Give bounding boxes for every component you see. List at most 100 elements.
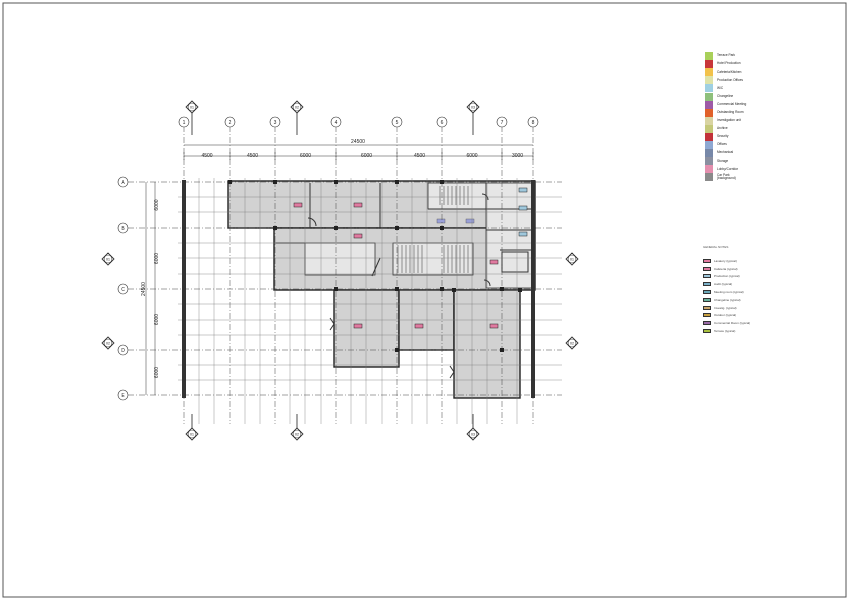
overall-dimension: 24500 [351, 139, 365, 145]
legend-item: Mechanical [705, 149, 825, 158]
row-label: E [121, 393, 125, 399]
span-dimension: 4500 [414, 153, 425, 159]
column-bubble: 1 [178, 116, 190, 128]
row-bubble: E [117, 389, 129, 401]
room-tag [518, 205, 528, 211]
legend-swatch [705, 132, 713, 141]
note-item: Meeting room (typical) [703, 288, 833, 296]
row-dimension: 6000 [154, 253, 160, 264]
section-marker: 01 [101, 252, 115, 266]
room-tags [293, 187, 528, 329]
legend-item: Lobby/Corridor [705, 165, 825, 174]
legend-label: Changeline [717, 93, 734, 98]
section-marker: 02 [290, 427, 304, 441]
section-marker: 01 [185, 100, 199, 114]
section-label: 02 [106, 342, 110, 346]
legend-label: W/C [717, 85, 724, 90]
column-label: 7 [501, 120, 504, 126]
legend-item: Changeline [705, 92, 825, 101]
row-bubble: B [117, 222, 129, 234]
note-chip [703, 282, 711, 287]
legend-swatch [705, 100, 713, 109]
note-item: Cafeteria (typical) [703, 265, 833, 273]
section-marker: 03 [466, 427, 480, 441]
floor-plan: 24500 4500 4500 6000 6000 4500 6000 3000 60006… [101, 100, 579, 441]
section-markers: 01 02 03 01 02 03 01 01 02 02 [101, 100, 579, 441]
column-label: 3 [274, 120, 277, 126]
legend-swatch [705, 173, 713, 182]
note-item: Commercial Room (typical) [703, 319, 833, 327]
column-label: 5 [396, 120, 399, 126]
column-label: 4 [335, 120, 338, 126]
legend-label: Production Offices [717, 77, 743, 82]
legend-label: Mechanical [717, 150, 734, 155]
legend-item: Storage [705, 157, 825, 166]
core-windows [436, 218, 475, 224]
row-dimension: 6000 [154, 314, 160, 325]
legend-swatch [705, 76, 713, 85]
note-label: Commercial Room (typical) [714, 321, 751, 326]
section-label: 01 [570, 258, 574, 262]
row-dimension: 6000 [154, 199, 160, 210]
note-chip [703, 321, 711, 326]
span-dimension: 4500 [247, 153, 258, 159]
note-item: Changeline (typical) [703, 296, 833, 304]
general-notes: GENERAL NOTES Lavatory (typical) Cafeteri… [703, 245, 833, 335]
row-label: D [121, 348, 125, 354]
note-label: Audit (typical) [714, 282, 733, 287]
section-label: 03 [471, 106, 475, 110]
room-tag [414, 323, 424, 329]
structural-column [452, 288, 456, 292]
section-label: 03 [471, 433, 475, 437]
section-marker: 02 [101, 336, 115, 350]
legend-label: Investigation unit [717, 118, 741, 123]
stair-treads [397, 186, 469, 273]
note-label: Changeline (typical) [714, 297, 741, 302]
notes-list: Lavatory (typical) Cafeteria (typical) Pro… [703, 257, 833, 335]
legend-item: Commercial Meeting [705, 100, 825, 109]
legend-label: Outstanding Room [717, 110, 744, 114]
legend-item: Offices [705, 141, 825, 150]
legend-label: Cafeteria/Kitchen [717, 69, 742, 74]
section-label: 02 [295, 106, 299, 110]
legend-label: Storage [717, 158, 729, 163]
note-item: Production (typical) [703, 273, 833, 281]
legend-item: Cafeteria/Kitchen [705, 68, 825, 77]
dimension-lines [145, 144, 533, 395]
legend-swatch [705, 141, 713, 150]
section-label: 01 [106, 258, 110, 262]
legend-swatch [705, 165, 713, 174]
legend-item: Archive [705, 124, 825, 133]
legend-swatch [705, 124, 713, 133]
section-label: 02 [295, 433, 299, 437]
room-tag [353, 323, 363, 329]
span-dimension: 6000 [361, 153, 372, 159]
legend-swatch [705, 68, 713, 77]
column-grid-bubbles: 1 2 3 4 5 6 7 8 [178, 116, 539, 128]
room-tag [489, 259, 499, 265]
column-label: 6 [441, 120, 444, 126]
room-legend: Terrace Park Hotel Production Cafeteria/Ki… [705, 52, 825, 182]
legend-swatch [705, 92, 713, 101]
room-tag [489, 323, 499, 329]
legend-item: Investigation unit [705, 116, 825, 125]
structural-column [518, 288, 522, 292]
column-label: 8 [532, 120, 535, 126]
section-label: 02 [570, 342, 574, 346]
note-label: Investig. (typical) [714, 305, 737, 310]
note-label: Meeting room (typical) [714, 290, 744, 295]
column-bubble: 4 [330, 116, 342, 128]
column-bubble: 2 [224, 116, 236, 128]
structural-column [440, 287, 444, 291]
note-chip [703, 313, 711, 318]
central-stair [392, 242, 474, 276]
note-item: Lavatory (typical) [703, 257, 833, 265]
structural-column [500, 348, 504, 352]
structural-column [395, 287, 399, 291]
structural-columns [182, 180, 535, 398]
row-grid-bubbles: A B C D E [117, 176, 129, 401]
note-chip [703, 258, 711, 263]
row-label: B [121, 226, 125, 232]
